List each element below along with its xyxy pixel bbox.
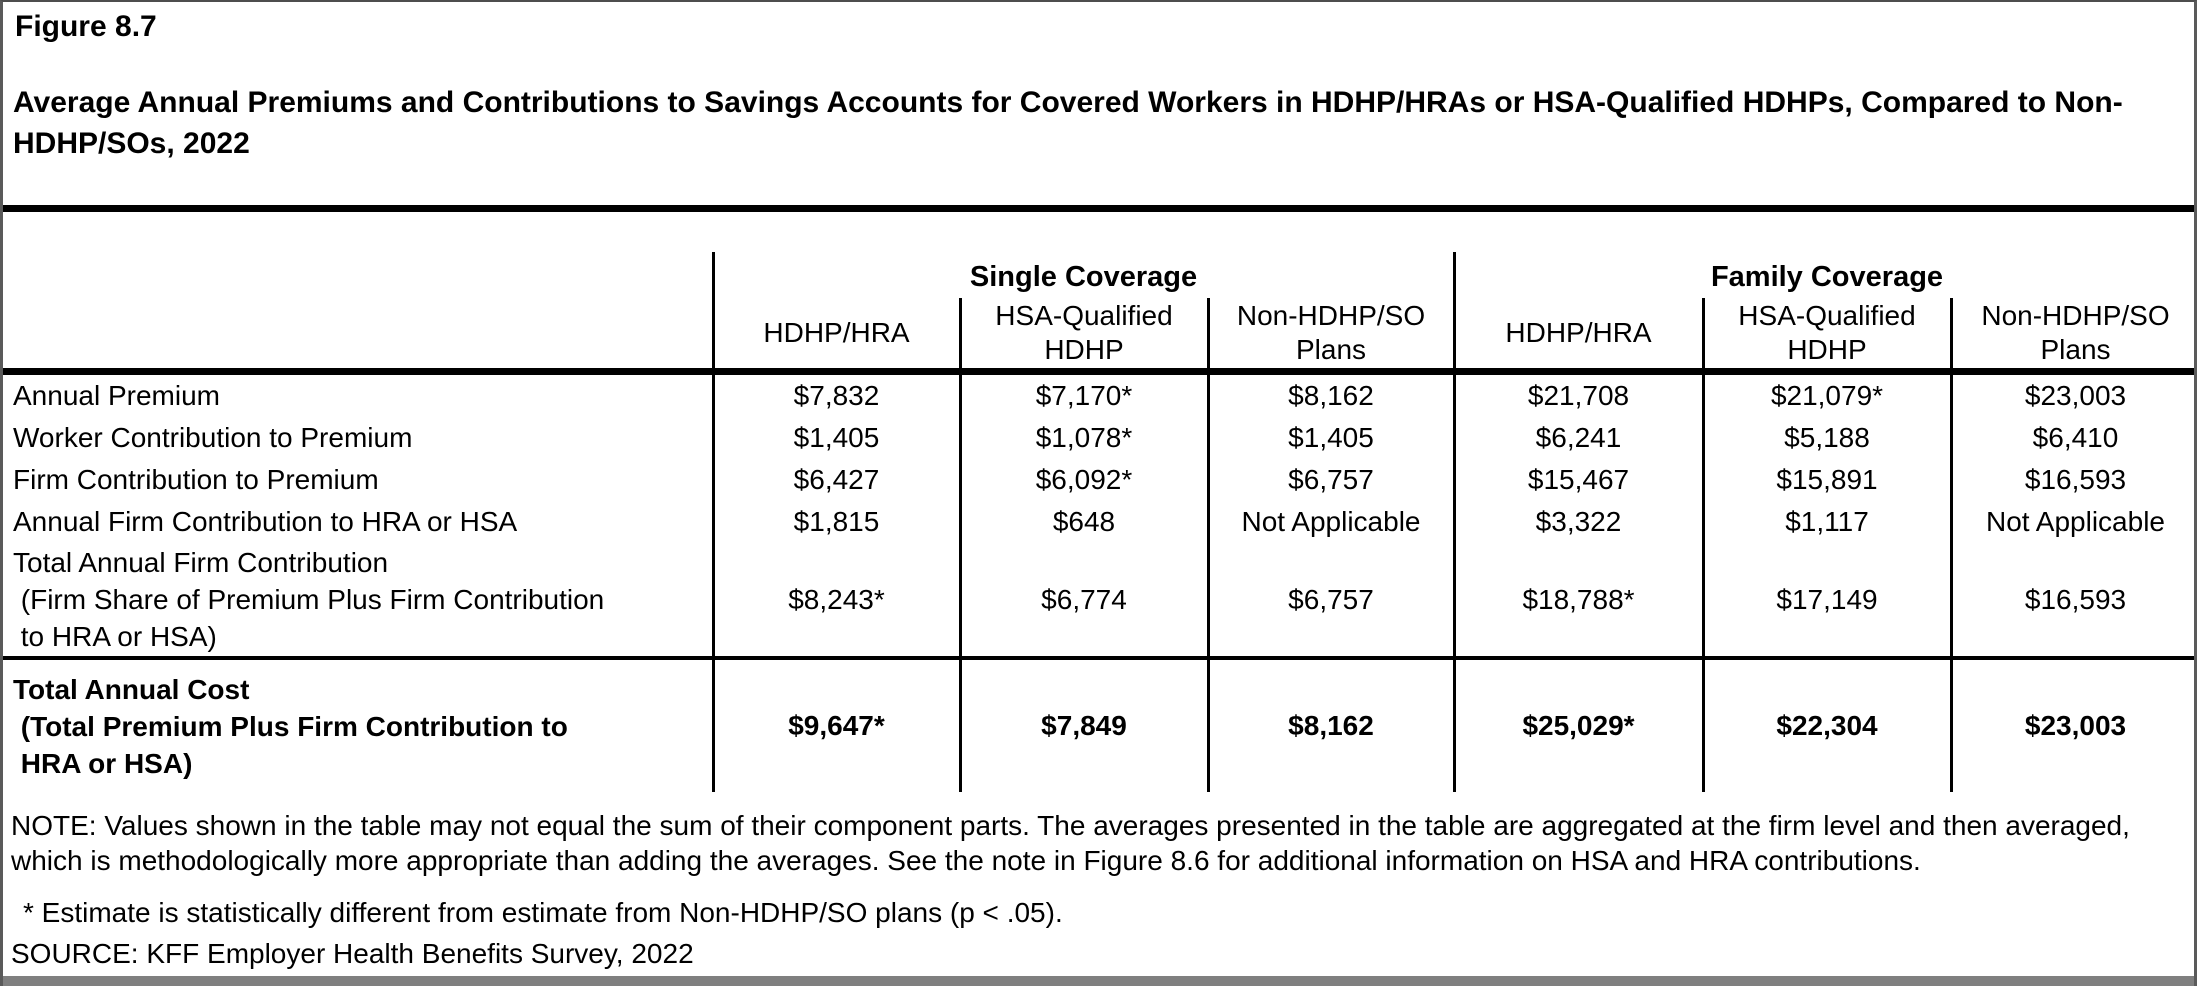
column-divider (1207, 298, 1210, 792)
table-row-firm-contribution: Firm Contribution to Premium $6,427 $6,0… (3, 459, 2194, 501)
row-label: Annual Premium (13, 380, 220, 411)
table-row-worker-contribution: Worker Contribution to Premium $1,405 $1… (3, 417, 2194, 459)
value-cell: $648 (1052, 506, 1116, 537)
value-cell: $25,029* (1522, 710, 1635, 741)
row-label: Total Annual Cost (Total Premium Plus Fi… (3, 660, 713, 792)
value-cell: $1,117 (1785, 506, 1869, 537)
column-divider (1950, 298, 1953, 792)
table-row-annual-firm-contribution-hra-hsa: Annual Firm Contribution to HRA or HSA $… (3, 501, 2194, 543)
footnote-asterisk-text: * Estimate is statistically different fr… (23, 897, 1063, 928)
value-cell: $18,788* (1522, 583, 1635, 615)
value-cell: $22,304 (1776, 710, 1878, 741)
value-cell: $6,092* (1035, 464, 1133, 495)
value-cell: $6,241 (1535, 422, 1622, 453)
value-cell: $17,149 (1776, 583, 1878, 615)
value-cell: Not Applicable (1241, 506, 1421, 537)
row-label-text: Total Annual Firm Contribution (Firm Sha… (13, 547, 605, 652)
value-cell: $6,427 (793, 464, 880, 495)
note-text: NOTE: Values shown in the table may not … (11, 810, 2130, 876)
column-divider (1453, 252, 1456, 792)
column-header-family-non-hdhp-so-plans: Non-HDHP/SO Plans (1981, 300, 2170, 365)
value-cell: $1,078* (1035, 422, 1133, 453)
figure-number-label: Figure 8.7 (15, 10, 157, 43)
table-row-total-annual-firm-contribution: Total Annual Firm Contribution (Firm Sha… (3, 543, 2194, 656)
row-label: Firm Contribution to Premium (13, 464, 379, 495)
value-cell: $6,410 (2032, 422, 2119, 453)
rule-above-total-row (3, 656, 2194, 660)
column-header-single-non-hdhp-so-plans: Non-HDHP/SO Plans (1236, 300, 1426, 365)
column-divider (712, 252, 715, 792)
rule-below-header (3, 368, 2194, 375)
value-cell: $8,243* (788, 583, 885, 615)
column-header-single-hsa-qualified-hdhp: HSA-Qualified HDHP (995, 300, 1173, 365)
value-cell: $3,322 (1535, 506, 1622, 537)
value-cell: $16,593 (2024, 583, 2127, 615)
column-header-family-hdhp-hra: HDHP/HRA (1505, 317, 1652, 348)
table-row-total-annual-cost: Total Annual Cost (Total Premium Plus Fi… (3, 660, 2194, 792)
value-cell: $1,815 (793, 506, 880, 537)
bottom-bar (3, 976, 2194, 986)
value-cell: $5,188 (1784, 422, 1870, 453)
column-divider (1702, 298, 1705, 792)
value-cell: $23,003 (2024, 380, 2127, 411)
value-cell: $6,757 (1288, 464, 1374, 495)
column-header-family-hsa-qualified-hdhp: HSA-Qualified HDHP (1738, 300, 1916, 365)
row-label: Annual Firm Contribution to HRA or HSA (13, 506, 518, 537)
value-cell: $15,891 (1776, 464, 1878, 495)
rule-below-title (3, 205, 2194, 212)
value-cell: $6,774 (1041, 583, 1127, 615)
value-cell: $7,832 (793, 380, 880, 411)
value-cell: $21,079* (1770, 380, 1884, 411)
value-cell: $6,757 (1288, 583, 1374, 615)
group-header-family-coverage: Family Coverage (1710, 260, 1944, 293)
column-divider (959, 298, 962, 792)
value-cell: $8,162 (1288, 380, 1374, 411)
value-cell: $21,708 (1527, 380, 1630, 411)
row-label: Total Annual Firm Contribution (Firm Sha… (3, 543, 713, 656)
row-label: Worker Contribution to Premium (13, 422, 413, 453)
value-cell: $7,170* (1035, 380, 1133, 411)
value-cell: $15,467 (1527, 464, 1630, 495)
value-cell: Not Applicable (1985, 506, 2165, 537)
source-text: SOURCE: KFF Employer Health Benefits Sur… (11, 938, 694, 969)
group-header-single-coverage: Single Coverage (969, 260, 1198, 293)
value-cell: $1,405 (793, 422, 880, 453)
table-row-annual-premium: Annual Premium $7,832 $7,170* $8,162 $21… (3, 375, 2194, 417)
value-cell: $9,647* (788, 710, 885, 741)
value-cell: $1,405 (1288, 422, 1374, 453)
value-cell: $23,003 (2024, 710, 2127, 741)
value-cell: $16,593 (2024, 464, 2127, 495)
table-body: Annual Premium $7,832 $7,170* $8,162 $21… (3, 375, 2194, 792)
column-header-single-hdhp-hra: HDHP/HRA (763, 317, 910, 348)
value-cell: $7,849 (1041, 710, 1127, 741)
row-label-text: Total Annual Cost (Total Premium Plus Fi… (13, 673, 568, 779)
value-cell: $8,162 (1288, 710, 1374, 741)
figure-title: Average Annual Premiums and Contribution… (13, 86, 2123, 160)
